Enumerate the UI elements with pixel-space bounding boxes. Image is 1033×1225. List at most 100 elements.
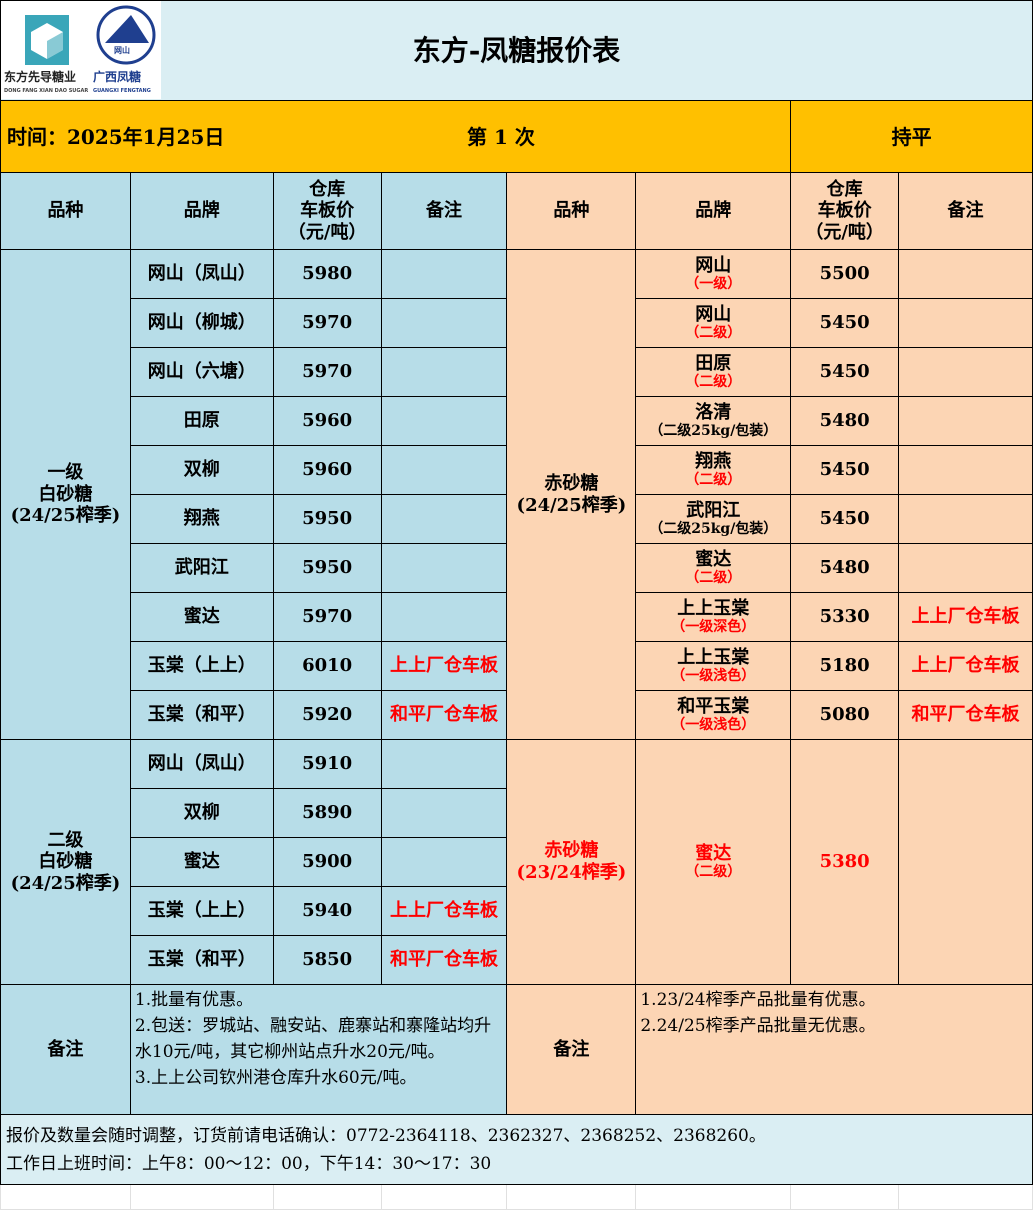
- brand-cell: 网山（柳城）: [129, 298, 274, 348]
- remark-cell: [898, 445, 1033, 495]
- header-price: 仓库 车板价 （元/吨）: [272, 172, 382, 250]
- price-cell: 5920: [272, 690, 382, 740]
- remark-cell: 上上厂仓车板: [380, 641, 508, 691]
- table-row: 蜜达 5970 上上玉棠 （一级深色） 5330 上上厂仓车板: [1, 592, 1033, 642]
- empty-cell: [898, 1184, 1033, 1210]
- price-cell: 5080: [790, 690, 900, 740]
- title-cell: 东方先导糖业 DONG FANG XIAN DAO SUGAR 网山 广西凤糖 …: [0, 0, 1033, 101]
- price-cell: 5380: [790, 739, 900, 985]
- svg-text:GUANGXI FENGTANG: GUANGXI FENGTANG: [93, 88, 151, 94]
- remark-cell: [380, 788, 508, 838]
- notes-right: 1.23/24榨季产品批量有优惠。 2.24/25榨季产品批量无优惠。: [635, 984, 1033, 1115]
- table-row: 武阳江 5950 蜜达 （二级） 5480: [1, 543, 1033, 593]
- price-cell: 5480: [790, 396, 900, 446]
- grade-text: （一级深色）: [671, 619, 756, 636]
- svg-text:广西凤糖: 广西凤糖: [93, 69, 141, 84]
- grade-text: （一级浅色）: [671, 668, 756, 685]
- remark-cell: [380, 592, 508, 642]
- brand-cell: 蜜达 （二级）: [635, 739, 792, 985]
- brand-cell: 网山（凤山）: [129, 739, 274, 789]
- remark-cell: [380, 249, 508, 299]
- price-cell: 5950: [272, 494, 382, 544]
- grade-text: （二级）: [685, 374, 742, 391]
- brand-cell: 双柳: [129, 788, 274, 838]
- time-row: 时间：2025年1月25日 第 1 次: [0, 100, 792, 173]
- remark-cell: 和平厂仓车板: [380, 690, 508, 740]
- svg-text:网山: 网山: [114, 45, 130, 55]
- remark-cell: 和平厂仓车板: [380, 935, 508, 985]
- price-cell: 6010: [272, 641, 382, 691]
- empty-cell: [272, 1184, 382, 1210]
- table-row: 网山（柳城） 5970 网山 （二级） 5450: [1, 298, 1033, 348]
- empty-cell: [790, 1184, 900, 1210]
- brand-cell: 上上玉棠 （一级深色）: [635, 592, 792, 642]
- contact-text: 报价及数量会随时调整，订货前请电话确认：0772-2364118、2362327…: [6, 1125, 766, 1146]
- header-brand: 品牌: [129, 172, 274, 250]
- price-cell: 5450: [790, 494, 900, 544]
- svg-text:DONG FANG XIAN DAO SUGAR: DONG FANG XIAN DAO SUGAR: [4, 88, 88, 94]
- remark-cell: [898, 543, 1033, 593]
- remark-cell: [898, 396, 1033, 446]
- price-cell: 5480: [790, 543, 900, 593]
- svg-text:东方先导糖业: 东方先导糖业: [4, 69, 76, 84]
- table-row: 双柳 5890: [1, 788, 1033, 838]
- notes-label: 备注: [0, 984, 131, 1115]
- table-row: 玉棠（上上） 6010 上上厂仓车板 上上玉棠 （一级浅色） 5180 上上厂仓车板: [1, 641, 1033, 691]
- brand-cell: 网山（六塘）: [129, 347, 274, 397]
- price-cell: 5960: [272, 445, 382, 495]
- notes-label: 备注: [506, 984, 637, 1115]
- brand-cell: 翔燕 （二级）: [635, 445, 792, 495]
- grade-text: （一级）: [685, 276, 742, 293]
- brand-cell: 双柳: [129, 445, 274, 495]
- remark-cell: [898, 494, 1033, 544]
- hours-text: 工作日上班时间：上午8：00～12：00，下午14：30～17：30: [6, 1153, 492, 1174]
- remark-cell: [380, 445, 508, 495]
- note-item: 3.上上公司钦州港仓库升水60元/吨。: [134, 1068, 417, 1088]
- remark-cell: [380, 837, 508, 887]
- footer: 报价及数量会随时调整，订货前请电话确认：0772-2364118、2362327…: [0, 1114, 1033, 1185]
- table-row: 翔燕 5950 武阳江 （二级25kg/包装） 5450: [1, 494, 1033, 544]
- price-cell: 5450: [790, 347, 900, 397]
- price-cell: 5850: [272, 935, 382, 985]
- empty-cell: [380, 1184, 508, 1210]
- brand-cell: 武阳江: [129, 543, 274, 593]
- remark-cell: [380, 298, 508, 348]
- price-cell: 5970: [272, 298, 382, 348]
- grade-text: （二级）: [685, 325, 742, 342]
- table-row: 田原 5960 洛清 （二级25kg/包装） 5480: [1, 396, 1033, 446]
- price-cell: 5970: [272, 347, 382, 397]
- grade-text: （二级25kg/包装）: [649, 423, 778, 440]
- brand-cell: 洛清 （二级25kg/包装）: [635, 396, 792, 446]
- remark-cell: [898, 739, 1033, 985]
- price-cell: 5900: [272, 837, 382, 887]
- price-cell: 5450: [790, 445, 900, 495]
- remark-cell: [380, 739, 508, 789]
- brand-cell: 蜜达 （二级）: [635, 543, 792, 593]
- header-variety: 品种: [0, 172, 131, 250]
- table-row: 网山（六塘） 5970 田原 （二级） 5450: [1, 347, 1033, 397]
- remark-cell: [898, 347, 1033, 397]
- grade-text: （二级）: [685, 570, 742, 587]
- table-row: 二级 白砂糖 (24/25榨季) 网山（凤山） 5910 赤砂糖 (23/24榨季) 蜜达 （二…: [0, 739, 1033, 985]
- variety-cell: 二级 白砂糖 (24/25榨季): [0, 739, 131, 985]
- table-row: 一级 白砂糖 (24/25榨季) 网山（凤山） 5980 赤砂糖 (24/25榨季) 网山 （一…: [0, 249, 1033, 740]
- grade-text: （一级浅色）: [671, 717, 756, 734]
- brand-cell: 翔燕: [129, 494, 274, 544]
- brand-cell: 蜜达: [129, 837, 274, 887]
- remark-cell: 上上厂仓车板: [898, 641, 1033, 691]
- price-cell: 5910: [272, 739, 382, 789]
- grade-text: （二级25kg/包装）: [649, 521, 778, 538]
- table-row: 双柳 5960 翔燕 （二级） 5450: [1, 445, 1033, 495]
- table-row: 玉棠（和平） 5850 和平厂仓车板: [1, 935, 1033, 985]
- price-cell: 5940: [272, 886, 382, 936]
- remark-cell: 上上厂仓车板: [380, 886, 508, 936]
- brand-cell: 武阳江 （二级25kg/包装）: [635, 494, 792, 544]
- empty-cell: [506, 1184, 637, 1210]
- remark-cell: [898, 298, 1033, 348]
- grade-text: （二级）: [685, 472, 742, 489]
- trend-text: 持平: [790, 100, 1033, 173]
- note-item: 2.24/25榨季产品批量无优惠。: [640, 1016, 876, 1036]
- brand-cell: 网山 （一级）: [635, 249, 792, 299]
- header-remark: 备注: [380, 172, 508, 250]
- price-cell: 5980: [272, 249, 382, 299]
